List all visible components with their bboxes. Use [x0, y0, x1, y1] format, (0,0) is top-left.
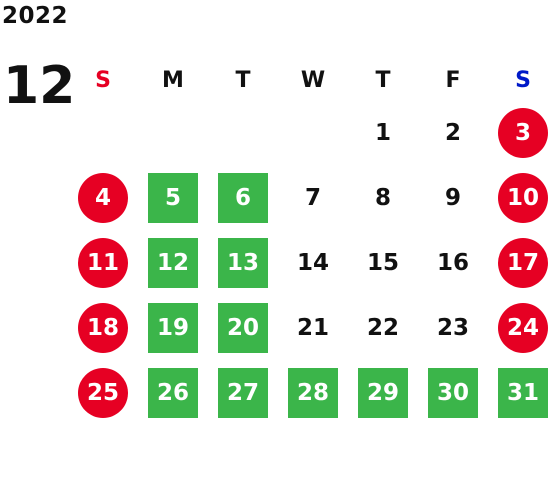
calendar-cell: 26 [138, 360, 208, 425]
day-17[interactable]: 17 [498, 237, 548, 288]
day-2[interactable]: 2 [444, 119, 461, 146]
day-12[interactable]: 12 [148, 237, 198, 288]
day-10[interactable]: 10 [498, 172, 548, 223]
day-13[interactable]: 13 [218, 237, 268, 288]
day-14[interactable]: 14 [296, 249, 329, 276]
calendar-cell: 10 [488, 165, 548, 230]
calendar-cell [68, 100, 138, 165]
day-4[interactable]: 4 [78, 172, 128, 223]
calendar-cell: 5 [138, 165, 208, 230]
calendar-cell: 30 [418, 360, 488, 425]
day-7[interactable]: 7 [304, 184, 321, 211]
calendar-cell: 31 [488, 360, 548, 425]
calendar-cell: 20 [208, 295, 278, 360]
calendar-cell: 11 [68, 230, 138, 295]
calendar-cell: 24 [488, 295, 548, 360]
day-31[interactable]: 31 [498, 367, 548, 418]
day-23[interactable]: 23 [436, 314, 469, 341]
day-22[interactable]: 22 [366, 314, 399, 341]
day-6[interactable]: 6 [218, 172, 268, 223]
day-18[interactable]: 18 [78, 302, 128, 353]
day-21[interactable]: 21 [296, 314, 329, 341]
month-number: 12 [3, 56, 76, 116]
calendar-cell: 23 [418, 295, 488, 360]
calendar-cell: 28 [278, 360, 348, 425]
calendar-cell: 27 [208, 360, 278, 425]
day-1[interactable]: 1 [374, 119, 391, 146]
day-8[interactable]: 8 [374, 184, 391, 211]
calendar-cell: 21 [278, 295, 348, 360]
calendar-cell [138, 100, 208, 165]
calendar-cell: 6 [208, 165, 278, 230]
weekday-header-mon: M [162, 67, 184, 93]
day-9[interactable]: 9 [444, 184, 461, 211]
calendar-cell: 15 [348, 230, 418, 295]
day-30[interactable]: 30 [428, 367, 478, 418]
calendar-cell: 19 [138, 295, 208, 360]
calendar-cell: 25 [68, 360, 138, 425]
calendar-cell: 18 [68, 295, 138, 360]
weekday-header-tue: T [235, 67, 251, 93]
year-label: 2022 [2, 3, 69, 29]
day-24[interactable]: 24 [498, 302, 548, 353]
calendar-cell: 2 [418, 100, 488, 165]
calendar-cell: 17 [488, 230, 548, 295]
day-20[interactable]: 20 [218, 302, 268, 353]
calendar-grid: S M T W T F S 1 2 3 4 5 6 7 8 9 10 11 12 13 14 15 16 17 18 19 20 21… [68, 60, 548, 425]
calendar-cell: 13 [208, 230, 278, 295]
weekday-header-wed: W [300, 67, 326, 93]
weekday-header-thu: T [375, 67, 391, 93]
calendar-cell: 22 [348, 295, 418, 360]
calendar-cell: 1 [348, 100, 418, 165]
day-26[interactable]: 26 [148, 367, 198, 418]
weekday-header-sat: S [515, 67, 531, 93]
calendar-cell [208, 100, 278, 165]
day-15[interactable]: 15 [366, 249, 399, 276]
day-19[interactable]: 19 [148, 302, 198, 353]
day-11[interactable]: 11 [78, 237, 128, 288]
day-16[interactable]: 16 [436, 249, 469, 276]
calendar-cell [278, 100, 348, 165]
calendar-cell: 12 [138, 230, 208, 295]
calendar-cell: 7 [278, 165, 348, 230]
calendar-cell: 3 [488, 100, 548, 165]
day-27[interactable]: 27 [218, 367, 268, 418]
calendar-cell: 4 [68, 165, 138, 230]
weekday-header-fri: F [445, 67, 461, 93]
calendar-cell: 14 [278, 230, 348, 295]
day-29[interactable]: 29 [358, 367, 408, 418]
day-5[interactable]: 5 [148, 172, 198, 223]
calendar-cell: 8 [348, 165, 418, 230]
weekday-header-sun: S [95, 67, 111, 93]
day-25[interactable]: 25 [78, 367, 128, 418]
calendar-cell: 9 [418, 165, 488, 230]
day-28[interactable]: 28 [288, 367, 338, 418]
day-3[interactable]: 3 [498, 107, 548, 158]
calendar-cell: 29 [348, 360, 418, 425]
calendar-cell: 16 [418, 230, 488, 295]
